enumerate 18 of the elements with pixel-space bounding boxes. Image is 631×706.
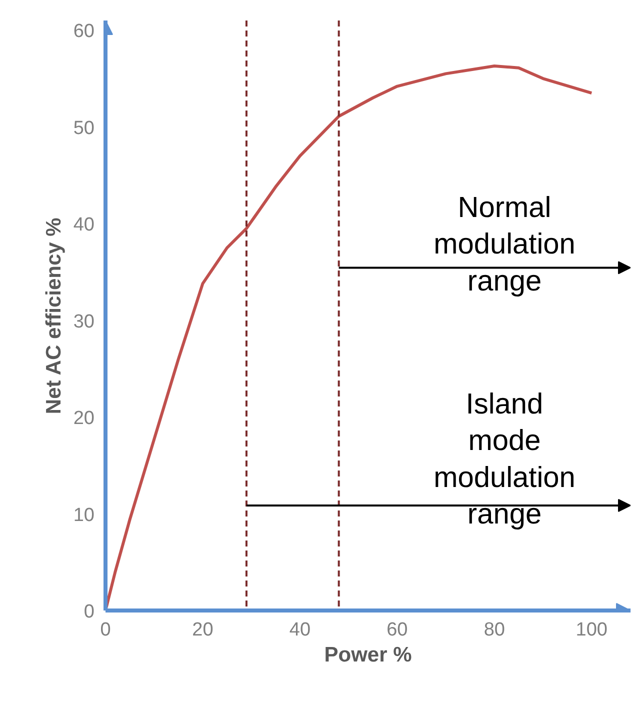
y-tick-label: 50 xyxy=(73,118,95,139)
y-tick-label: 10 xyxy=(73,504,95,526)
x-axis-title: Power % xyxy=(324,644,412,666)
x-tick-label: 40 xyxy=(289,620,311,640)
y-tick-label: 20 xyxy=(73,408,95,430)
line-series xyxy=(106,64,594,610)
annotation: Normal modulation range xyxy=(434,192,576,298)
y-tick-label: 60 xyxy=(73,21,95,42)
y-tick-label: 0 xyxy=(84,602,95,622)
x-tick-label: 80 xyxy=(484,620,505,640)
x-tick-label: 20 xyxy=(192,620,214,640)
annotation: Island mode modulation range xyxy=(434,388,576,531)
y-tick-label: 40 xyxy=(73,214,95,236)
x-tick-label: 0 xyxy=(100,620,111,640)
y-axis-title: Net AC efficiency % xyxy=(42,217,66,414)
x-tick-label: 100 xyxy=(576,620,608,640)
y-tick-label: 30 xyxy=(73,311,95,332)
x-tick-label: 60 xyxy=(386,620,408,640)
